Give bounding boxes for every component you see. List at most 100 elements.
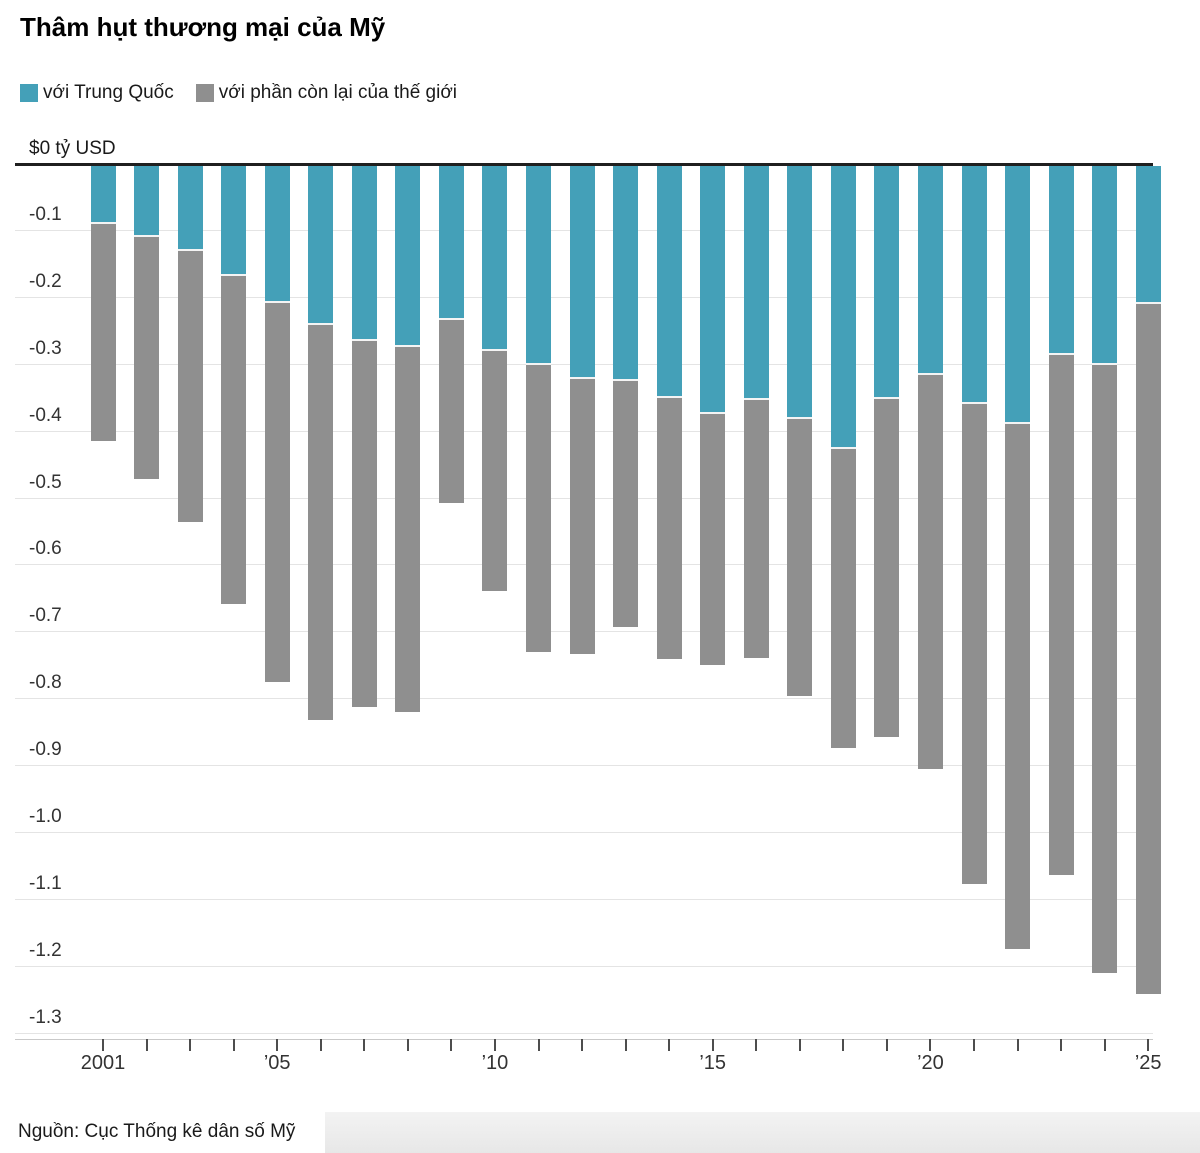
legend-item-rest-of-world: với phần còn lại của thế giới	[195, 82, 458, 104]
gridline	[15, 965, 1153, 967]
bar-2016	[743, 166, 769, 658]
bar-segment-china-2006	[308, 166, 334, 323]
bar-2014	[656, 166, 682, 660]
bar-segment-rest-2004	[221, 274, 247, 604]
bar-segment-rest-2023	[1048, 352, 1074, 876]
bar-segment-rest-2006	[308, 322, 334, 720]
bar-segment-rest-2011	[526, 363, 551, 653]
x-tick	[319, 1039, 322, 1051]
y-tick-label: -0.7	[29, 605, 62, 627]
x-tick	[232, 1039, 235, 1051]
bar-segment-china-2011	[526, 166, 551, 364]
footer: Nguồn: Cục Thống kê dân số Mỹ	[0, 1112, 1200, 1153]
x-tick	[929, 1039, 932, 1051]
bar-segment-china-2022	[1005, 166, 1031, 422]
y-tick-label: -0.4	[29, 404, 62, 426]
y-tick-label: -0.6	[29, 538, 62, 560]
x-tick-label-2010: ’10	[481, 1052, 509, 1074]
bar-segment-rest-2014	[656, 396, 682, 660]
source-background	[0, 1112, 325, 1153]
bar-segment-china-2024	[1092, 166, 1118, 364]
bar-2007	[351, 166, 377, 707]
x-tick-label-2020: ’20	[917, 1052, 944, 1074]
x-axis-line	[15, 1039, 1153, 1040]
bar-segment-china-2014	[656, 166, 682, 397]
gridline	[15, 1032, 1153, 1034]
bar-2020	[917, 166, 943, 770]
bar-segment-china-2016	[743, 166, 769, 399]
bar-segment-rest-2003	[177, 248, 203, 522]
bar-2012	[569, 166, 595, 655]
x-tick	[973, 1039, 975, 1051]
x-tick	[537, 1039, 540, 1051]
x-tick	[581, 1039, 584, 1051]
x-tick	[493, 1039, 496, 1051]
bar-segment-rest-2010	[482, 348, 508, 591]
bar-segment-rest-2022	[1005, 421, 1031, 949]
y-tick-label: -1.1	[29, 872, 62, 894]
x-tick	[842, 1039, 845, 1051]
y-tick-label: -1.0	[29, 806, 62, 827]
bar-segment-china-2025	[1135, 166, 1161, 302]
bar-2002	[134, 166, 160, 480]
x-tick	[145, 1039, 148, 1051]
bar-segment-rest-2008	[395, 345, 421, 712]
bar-2011	[526, 166, 551, 653]
gridline	[15, 698, 1153, 700]
bar-2008	[395, 166, 421, 712]
source-text: Nguồn: Cục Thống kê dân số Mỹ	[18, 1121, 296, 1142]
x-tick	[755, 1039, 758, 1051]
bar-2023	[1048, 166, 1074, 876]
x-tick	[711, 1039, 714, 1051]
x-tick	[1147, 1039, 1150, 1051]
bar-2017	[787, 166, 813, 696]
bar-segment-china-2009	[438, 166, 464, 318]
x-tick	[624, 1039, 627, 1051]
bar-2019	[874, 166, 900, 737]
bar-2003	[177, 166, 203, 522]
bar-segment-china-2002	[134, 166, 160, 235]
legend-swatch-rest-icon	[195, 84, 214, 102]
bar-segment-china-2020	[917, 166, 943, 374]
bar-segment-china-2013	[613, 166, 639, 379]
legend-item-china: với Trung Quốc	[20, 82, 174, 104]
bar-2018	[830, 166, 856, 749]
x-tick	[798, 1039, 801, 1051]
bar-segment-rest-2009	[438, 317, 464, 503]
x-tick	[363, 1039, 366, 1051]
y-tick-label: -0.1	[29, 203, 62, 225]
gridline	[15, 765, 1153, 767]
x-tick	[668, 1039, 671, 1051]
bar-segment-rest-2017	[787, 416, 813, 696]
x-tick	[1060, 1039, 1063, 1051]
bar-segment-china-2018	[830, 166, 856, 447]
bar-segment-rest-2002	[134, 234, 160, 480]
x-tick	[102, 1039, 104, 1051]
bar-2006	[308, 166, 334, 720]
x-tick-label-2025: ’25	[1134, 1052, 1162, 1074]
bar-segment-rest-2007	[351, 338, 377, 707]
bar-segment-china-2004	[221, 166, 247, 275]
bar-segment-rest-2016	[743, 398, 769, 658]
y-tick-label: -1.3	[29, 1006, 62, 1028]
bar-2022	[1005, 166, 1031, 949]
x-tick	[885, 1039, 888, 1051]
bar-2013	[613, 166, 639, 627]
bar-2004	[221, 166, 247, 604]
bar-segment-rest-2024	[1092, 363, 1118, 974]
y-tick-label: -0.8	[29, 672, 62, 694]
bar-2010	[482, 166, 508, 591]
zero-baseline	[15, 163, 1153, 166]
y-tick-label: -0.5	[29, 471, 62, 493]
bar-segment-rest-2021	[961, 402, 987, 884]
bar-segment-china-2010	[482, 166, 508, 349]
legend-label-rest-of-world: với phần còn lại của thế giới	[218, 82, 458, 103]
y-tick-label: -0.3	[29, 337, 62, 359]
bar-segment-rest-2020	[917, 373, 943, 770]
bar-segment-china-2005	[264, 166, 290, 302]
bar-2021	[961, 166, 987, 884]
zero-axis-label: $0 tỷ USD	[29, 138, 116, 159]
bar-segment-rest-2013	[613, 378, 639, 627]
bar-2009	[438, 166, 464, 503]
